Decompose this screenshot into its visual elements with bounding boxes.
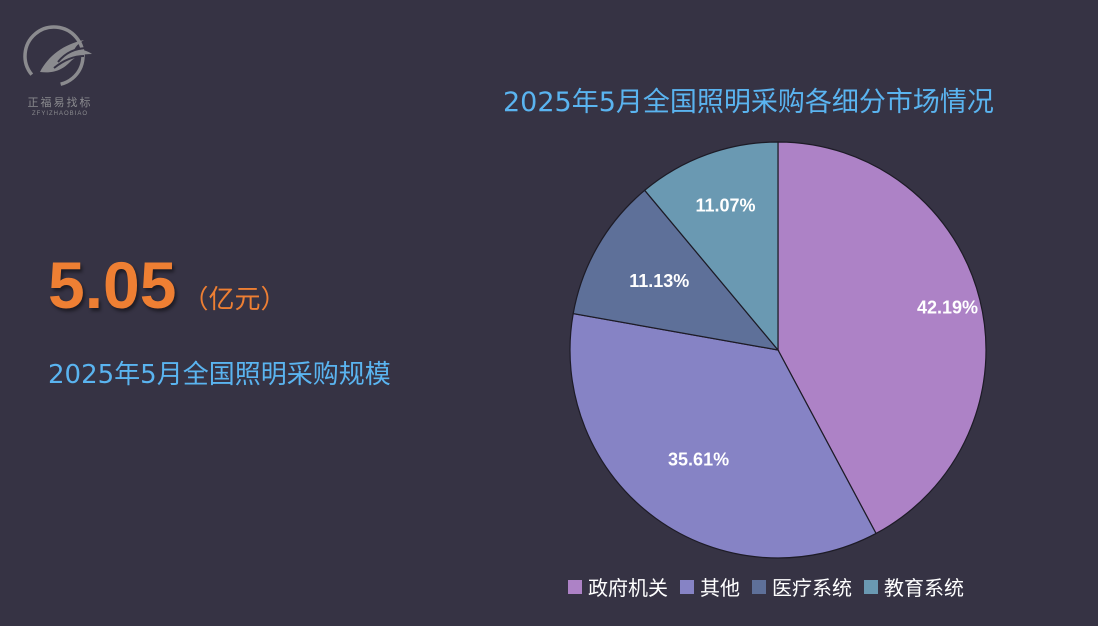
slice-label-government: 42.19%: [917, 298, 978, 318]
legend-label: 医疗系统: [772, 576, 852, 600]
legend-item-government: 政府机关: [568, 572, 668, 601]
legend-label: 教育系统: [884, 576, 964, 600]
pie-slice-government: [777, 141, 987, 535]
pie-slice-education: [643, 141, 779, 352]
kpi-value: 5.05: [48, 248, 177, 322]
eagle-logo-icon: [23, 25, 92, 87]
legend-item-education: 教育系统: [864, 572, 964, 601]
legend-label: 政府机关: [588, 576, 668, 600]
legend-item-other: 其他: [680, 572, 740, 601]
pie-slice-other: [569, 312, 877, 559]
chart-legend: 政府机关 其他 医疗系统 教育系统: [568, 572, 976, 601]
slice-label-other: 35.61%: [668, 449, 729, 469]
legend-swatch: [568, 579, 582, 594]
legend-swatch: [680, 579, 694, 594]
legend-item-medical: 医疗系统: [752, 572, 852, 601]
kpi-block: 5.05 （亿元）: [48, 252, 286, 318]
slice-label-education: 11.07%: [696, 195, 756, 215]
logo-name-en: ZFYIZHAOBIAO: [31, 111, 88, 117]
legend-label: 其他: [700, 576, 740, 600]
kpi-unit: （亿元）: [182, 285, 287, 315]
logo-name-cn: 正福易找标: [27, 96, 93, 109]
pie-chart: 42.19% 35.61% 11.13% 11.07%: [569, 141, 987, 559]
brand-logo: 正福易找标 ZFYIZHAOBIAO: [12, 22, 108, 122]
slice-label-medical: 11.13%: [629, 271, 689, 291]
chart-title: 2025年5月全国照明采购各细分市场情况: [503, 87, 994, 118]
legend-swatch: [752, 579, 766, 594]
pie-slice-medical: [572, 189, 780, 351]
legend-swatch: [864, 579, 878, 594]
kpi-label: 2025年5月全国照明采购规模: [48, 360, 391, 390]
